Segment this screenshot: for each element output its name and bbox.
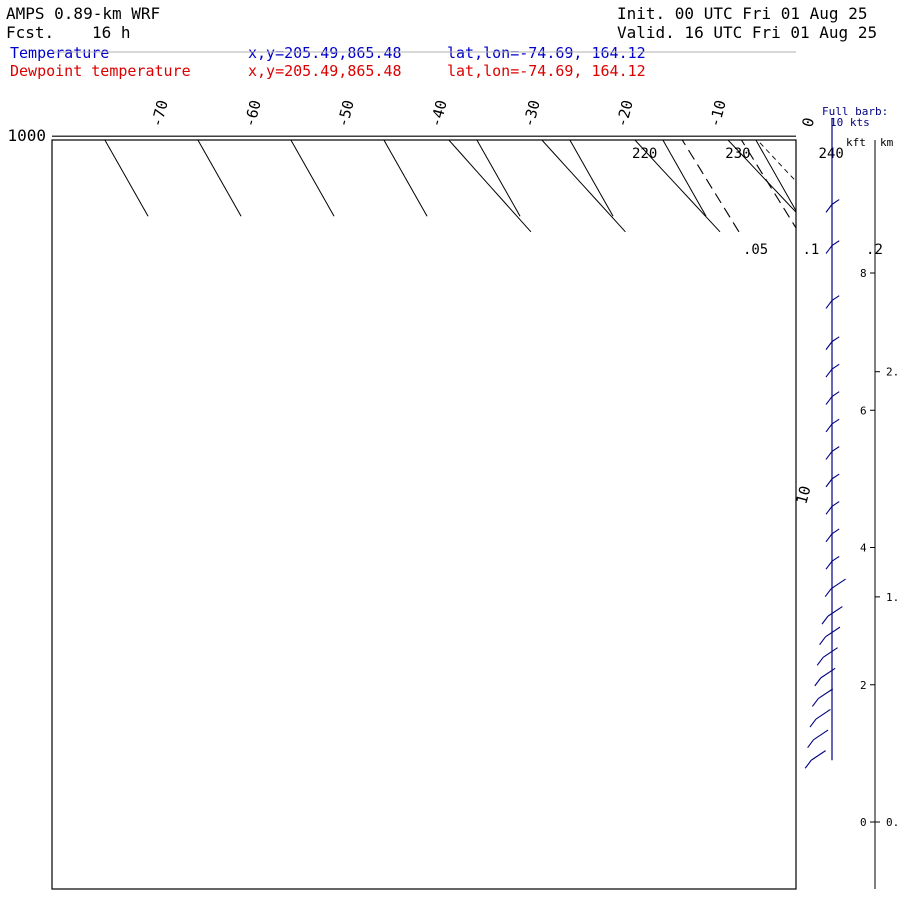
fcst-label: Fcst. [6,23,55,42]
model-title: AMPS 0.89-km WRF [6,4,161,23]
isotherm-line [476,140,521,217]
isotherm-label: -20 [612,98,636,129]
wind-barb [825,446,840,460]
mixing-ratio-label: .05 [743,242,768,258]
isotherm-label: 10 [792,484,814,506]
wind-barb [824,578,846,598]
legend-temperature-label: Temperature [10,44,110,62]
wind-barb [825,473,840,488]
isotherm-line [755,140,796,212]
valid-time: Valid. 16 UTC Fri 01 Aug 25 [617,23,878,42]
isotherm-label: 0 [798,116,818,129]
isotherm-label: -40 [426,98,450,129]
kft-tick-label: 0 [860,816,867,829]
wind-barb [825,418,840,433]
wind-barb [807,729,829,748]
kft-axis-label: kft [846,136,866,149]
dry-adiabat-label: 220 [632,146,657,162]
wind-barb [804,750,826,769]
km-tick-label: 0. [886,816,899,829]
dry-adiabat-label: 240 [819,146,844,162]
kft-tick-label: 6 [860,404,867,417]
temperature-profile-line [473,0,881,90]
legend-temperature-latlon: lat,lon=-74.69, 164.12 [447,44,646,62]
isotherm-line [104,140,149,217]
wind-barb [816,647,838,666]
kft-tick-label: 2 [860,679,867,692]
isotherm-line [197,140,242,217]
legend-dewpoint-latlon: lat,lon=-74.69, 164.12 [447,62,646,80]
wind-barb [825,295,840,309]
legend-dewpoint-xy: x,y=205.49,865.48 [248,62,402,80]
legend-temperature-xy: x,y=205.49,865.48 [248,44,402,62]
moist-adiabat-line [756,140,796,182]
wind-barb [819,626,841,646]
wind-barb [825,555,840,570]
pressure-tick-label: 1000 [7,126,46,145]
isotherm-line [383,140,428,217]
legend-dewpoint-label: Dewpoint temperature [10,62,191,80]
mixing-ratio-line [740,140,796,229]
dry-adiabat-label: 230 [725,146,750,162]
isotherm-label: -60 [240,98,264,129]
isotherm-label: -10 [705,98,729,129]
plot-frame [51,139,797,890]
wind-barb [825,199,840,213]
wind-barb [811,688,834,707]
wind-barb [825,336,840,350]
dewpoint-profile-line [436,0,828,86]
mixing-ratio-label: .1 [802,242,819,258]
wind-barb [814,667,836,687]
isotherm-line [569,140,614,217]
barb-legend-line1: Full barb: [822,105,888,118]
barb-legend-line2: 10 kts [830,116,870,129]
isotherm-label: -50 [333,98,357,129]
moist-adiabat-line [298,0,900,232]
init-time: Init. 00 UTC Fri 01 Aug 25 [617,4,868,23]
mixing-ratio-label: .2 [866,242,883,258]
isotherm-label: -70 [147,98,171,129]
wind-barb [825,240,840,254]
fcst-value: 16 h [92,23,131,42]
kft-tick-label: 4 [860,542,867,555]
km-tick-label: 2. [886,366,899,379]
wind-barb [821,606,843,625]
isotherm-line [662,140,707,217]
wind-barb [825,501,840,515]
isotherm-label: -30 [519,98,543,129]
wind-barb [825,363,840,378]
km-tick-label: 1. [886,591,899,604]
km-axis-label: km [880,136,894,149]
dry-adiabat-line [448,140,532,233]
kft-tick-label: 8 [860,267,867,280]
wind-barb [825,528,840,543]
wind-barb [809,709,831,728]
wind-barb [825,391,840,405]
